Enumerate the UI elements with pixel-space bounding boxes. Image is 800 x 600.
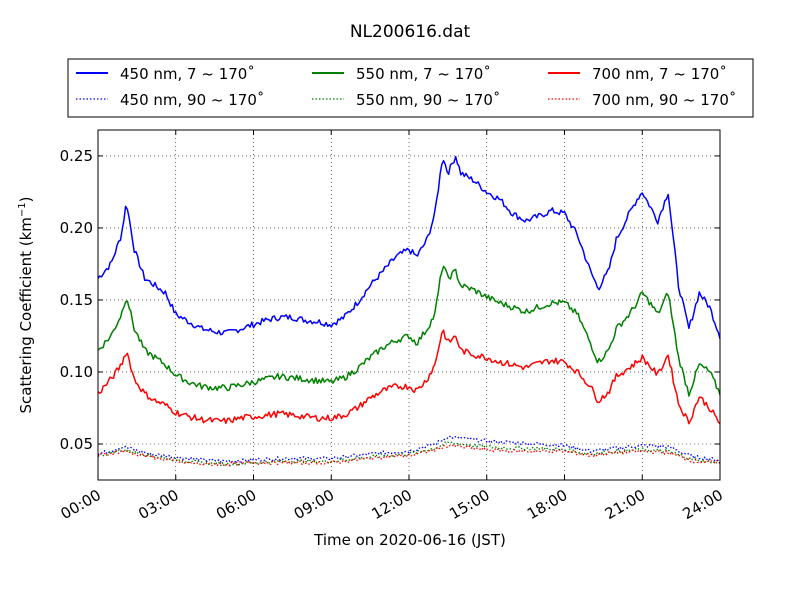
series-lines (97, 155, 721, 467)
series-line (97, 329, 721, 425)
x-tick-label: 12:00 (369, 486, 415, 523)
y-axis-label-end: ) (17, 196, 35, 202)
y-tick-label: 0.10 (60, 363, 93, 381)
x-tick-label: 09:00 (291, 486, 337, 523)
series-line (97, 440, 721, 467)
legend-label: 700 nm, 7 ~ 170˚ (592, 65, 727, 83)
x-axis-label: Time on 2020-06-16 (JST) (313, 531, 506, 549)
grid (97, 130, 721, 480)
legend-label: 700 nm, 90 ~ 170˚ (592, 91, 736, 109)
x-tick-label: 21:00 (602, 486, 648, 523)
plot-frame (97, 129, 721, 481)
series-line (97, 265, 721, 397)
legend-label: 550 nm, 7 ~ 170˚ (356, 65, 491, 83)
x-tick-label: 18:00 (524, 486, 570, 523)
legend: 450 nm, 7 ~ 170˚ 450 nm, 90 ~ 170˚ 550 nm,… (67, 58, 754, 118)
y-tick-label: 0.15 (60, 291, 93, 309)
legend-label: 450 nm, 90 ~ 170˚ (120, 91, 264, 109)
y-axis-label: Scattering Coefficient (km−1) (17, 196, 35, 413)
y-tick-label: 0.20 (60, 219, 93, 237)
x-tick-label: 06:00 (213, 486, 259, 523)
x-tick-label: 15:00 (446, 486, 492, 523)
series-line (97, 435, 721, 464)
y-tick-label: 0.05 (60, 435, 93, 453)
legend-label: 450 nm, 7 ~ 170˚ (120, 65, 255, 83)
y-axis-label-sup: −1 (17, 202, 28, 217)
x-tick-label: 24:00 (680, 486, 726, 523)
legend-frame (67, 58, 754, 118)
chart-title: NL200616.dat (350, 22, 471, 42)
series-line (97, 443, 721, 467)
y-axis-label-main: Scattering Coefficient (km (17, 217, 35, 413)
x-tick-label: 00:00 (58, 486, 104, 523)
y-tick-label: 0.25 (60, 147, 93, 165)
x-tick-label: 03:00 (135, 486, 181, 523)
legend-label: 550 nm, 90 ~ 170˚ (356, 91, 500, 109)
series-line (97, 155, 721, 339)
axis-ticks: 00:00 03:00 06:00 09:00 12:00 15:00 18:00 21:00… (58, 130, 726, 523)
